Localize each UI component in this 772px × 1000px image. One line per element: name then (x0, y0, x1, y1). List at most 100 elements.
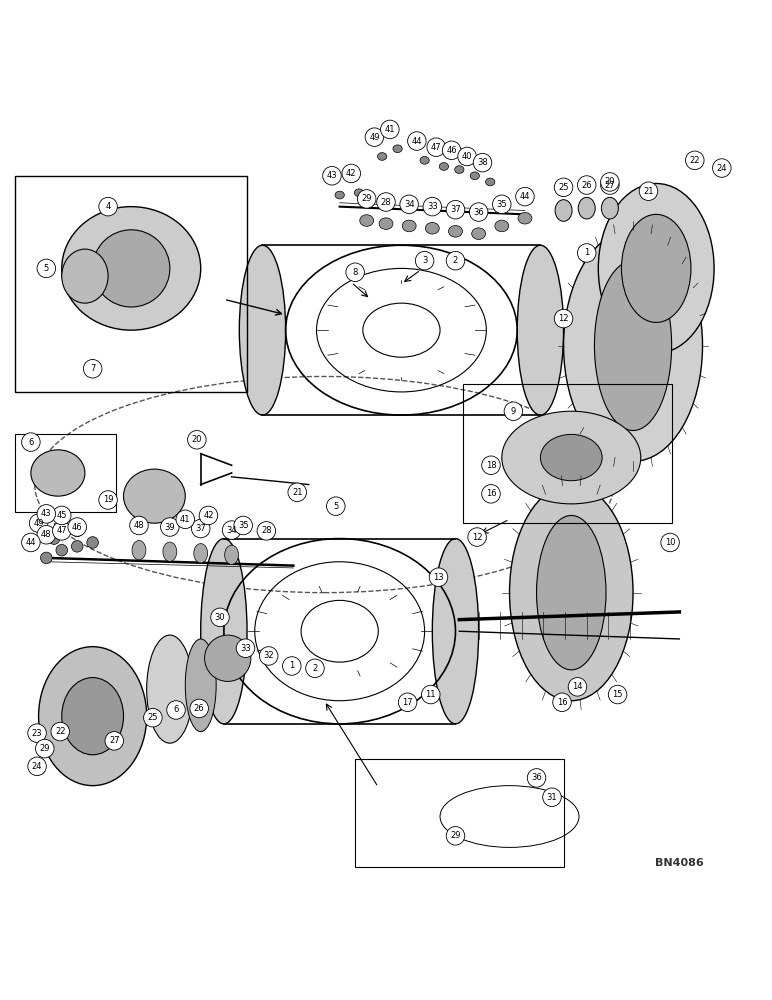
Circle shape (639, 182, 658, 200)
Text: 47: 47 (431, 143, 442, 152)
Text: 36: 36 (531, 773, 542, 782)
Circle shape (211, 608, 229, 627)
Circle shape (686, 151, 704, 170)
Ellipse shape (93, 230, 170, 307)
Circle shape (482, 456, 500, 475)
Ellipse shape (518, 212, 532, 224)
Circle shape (52, 506, 71, 525)
Text: 25: 25 (147, 713, 158, 722)
Circle shape (458, 147, 476, 166)
Text: 20: 20 (604, 177, 615, 186)
Ellipse shape (502, 411, 641, 504)
Ellipse shape (601, 197, 618, 219)
Text: 15: 15 (612, 690, 623, 699)
Circle shape (99, 491, 117, 509)
Circle shape (37, 505, 56, 523)
Ellipse shape (31, 450, 85, 496)
Ellipse shape (360, 215, 374, 226)
Circle shape (283, 657, 301, 675)
Ellipse shape (335, 191, 344, 199)
Circle shape (190, 699, 208, 718)
Circle shape (257, 522, 276, 540)
Circle shape (68, 518, 86, 536)
Text: 32: 32 (263, 651, 274, 660)
Text: 37: 37 (450, 205, 461, 214)
Ellipse shape (537, 515, 606, 670)
Circle shape (408, 132, 426, 150)
Circle shape (422, 685, 440, 704)
Ellipse shape (510, 485, 633, 701)
Text: 26: 26 (581, 181, 592, 190)
Text: 29: 29 (450, 831, 461, 840)
Circle shape (381, 120, 399, 139)
Circle shape (234, 516, 252, 535)
Text: 34: 34 (404, 200, 415, 209)
Circle shape (469, 203, 488, 221)
Text: 44: 44 (520, 192, 530, 201)
Text: 37: 37 (195, 524, 206, 533)
Text: 1: 1 (584, 248, 589, 257)
Circle shape (415, 251, 434, 270)
Text: 13: 13 (433, 573, 444, 582)
Circle shape (568, 678, 587, 696)
Circle shape (144, 708, 162, 727)
Circle shape (105, 732, 124, 750)
Circle shape (661, 533, 679, 552)
Ellipse shape (621, 214, 691, 322)
Circle shape (188, 431, 206, 449)
Text: 19: 19 (103, 495, 113, 504)
Circle shape (51, 722, 69, 741)
Circle shape (446, 200, 465, 219)
Ellipse shape (495, 220, 509, 232)
Circle shape (236, 639, 255, 657)
Circle shape (493, 195, 511, 214)
Text: 42: 42 (346, 169, 357, 178)
Circle shape (52, 522, 71, 540)
Circle shape (37, 525, 56, 544)
Text: 45: 45 (56, 511, 67, 520)
Circle shape (446, 827, 465, 845)
Circle shape (346, 263, 364, 282)
Text: 30: 30 (215, 613, 225, 622)
Text: 27: 27 (604, 181, 615, 190)
Circle shape (482, 485, 500, 503)
Ellipse shape (540, 434, 602, 481)
Text: 5: 5 (334, 502, 338, 511)
Text: 46: 46 (72, 523, 83, 532)
Circle shape (22, 433, 40, 451)
Text: 20: 20 (191, 435, 202, 444)
Ellipse shape (163, 542, 177, 561)
Circle shape (427, 138, 445, 156)
Text: 21: 21 (292, 488, 303, 497)
Text: 11: 11 (425, 690, 436, 699)
Text: 28: 28 (381, 198, 391, 207)
Ellipse shape (132, 541, 146, 560)
Text: 28: 28 (261, 526, 272, 535)
Circle shape (577, 244, 596, 262)
Text: 22: 22 (689, 156, 700, 165)
Ellipse shape (147, 635, 193, 743)
Circle shape (365, 128, 384, 146)
Text: 26: 26 (194, 704, 205, 713)
Text: 7: 7 (90, 364, 95, 373)
Text: 49: 49 (369, 133, 380, 142)
Ellipse shape (194, 544, 208, 563)
Ellipse shape (564, 230, 703, 461)
Text: 14: 14 (572, 682, 583, 691)
Text: 41: 41 (180, 515, 191, 524)
Text: 44: 44 (25, 538, 36, 547)
Circle shape (130, 516, 148, 535)
Text: 2: 2 (453, 256, 458, 265)
Ellipse shape (354, 189, 364, 197)
Ellipse shape (185, 639, 216, 732)
Ellipse shape (432, 539, 479, 724)
Text: 49: 49 (33, 519, 44, 528)
Circle shape (222, 521, 241, 539)
Circle shape (161, 518, 179, 536)
Text: 25: 25 (558, 183, 569, 192)
Circle shape (473, 153, 492, 172)
Text: 1: 1 (290, 661, 294, 670)
Text: 47: 47 (56, 526, 67, 535)
Text: 12: 12 (472, 533, 482, 542)
Text: 29: 29 (39, 744, 50, 753)
